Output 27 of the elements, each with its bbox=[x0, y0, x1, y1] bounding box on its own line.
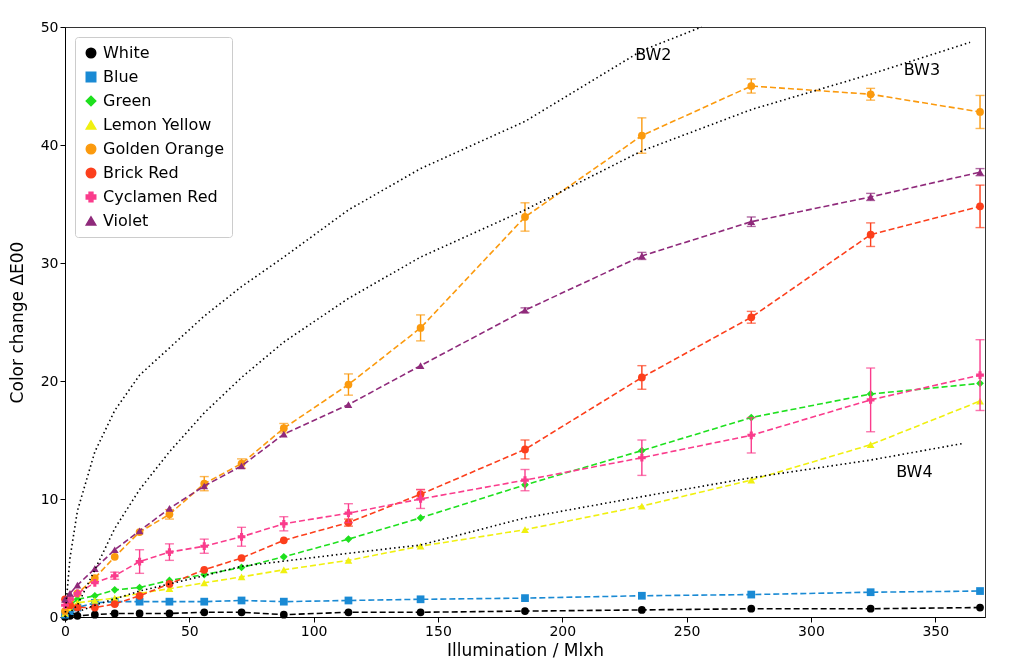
y-tick-label: 20 bbox=[40, 372, 59, 389]
x-tick-label: 200 bbox=[549, 622, 577, 639]
legend-label: Cyclamen Red bbox=[103, 187, 218, 206]
legend-label: Lemon Yellow bbox=[103, 115, 212, 134]
y-tick-label: 10 bbox=[40, 490, 59, 507]
y-tick-label: 30 bbox=[40, 254, 59, 271]
legend-label: Blue bbox=[103, 67, 139, 86]
series-label: BW3 bbox=[903, 60, 941, 80]
x-tick-label: 250 bbox=[673, 622, 701, 639]
y-tick-label: 50 bbox=[40, 18, 59, 35]
legend-label: Violet bbox=[103, 211, 149, 230]
legend-label: Golden Orange bbox=[103, 139, 224, 158]
y-tick-label: 0 bbox=[49, 608, 59, 625]
y-tick-label: 40 bbox=[40, 136, 59, 153]
x-tick-label: 350 bbox=[922, 622, 950, 639]
y-axis-title: Color change ΔE00 bbox=[6, 241, 27, 404]
x-axis-title: Illumination / Mlxh bbox=[446, 639, 605, 660]
x-tick-label: 150 bbox=[425, 622, 452, 639]
legend-label: Brick Red bbox=[103, 163, 179, 182]
x-tick-label: 50 bbox=[180, 622, 199, 639]
x-tick-label: 100 bbox=[300, 622, 328, 639]
series-label: BW2 bbox=[635, 45, 672, 64]
legend-label: White bbox=[103, 43, 150, 62]
x-tick-label: 300 bbox=[798, 622, 825, 639]
legend-label: Green bbox=[103, 91, 152, 110]
series-label: BW4 bbox=[896, 461, 933, 481]
x-tick-label: 0 bbox=[61, 622, 70, 639]
